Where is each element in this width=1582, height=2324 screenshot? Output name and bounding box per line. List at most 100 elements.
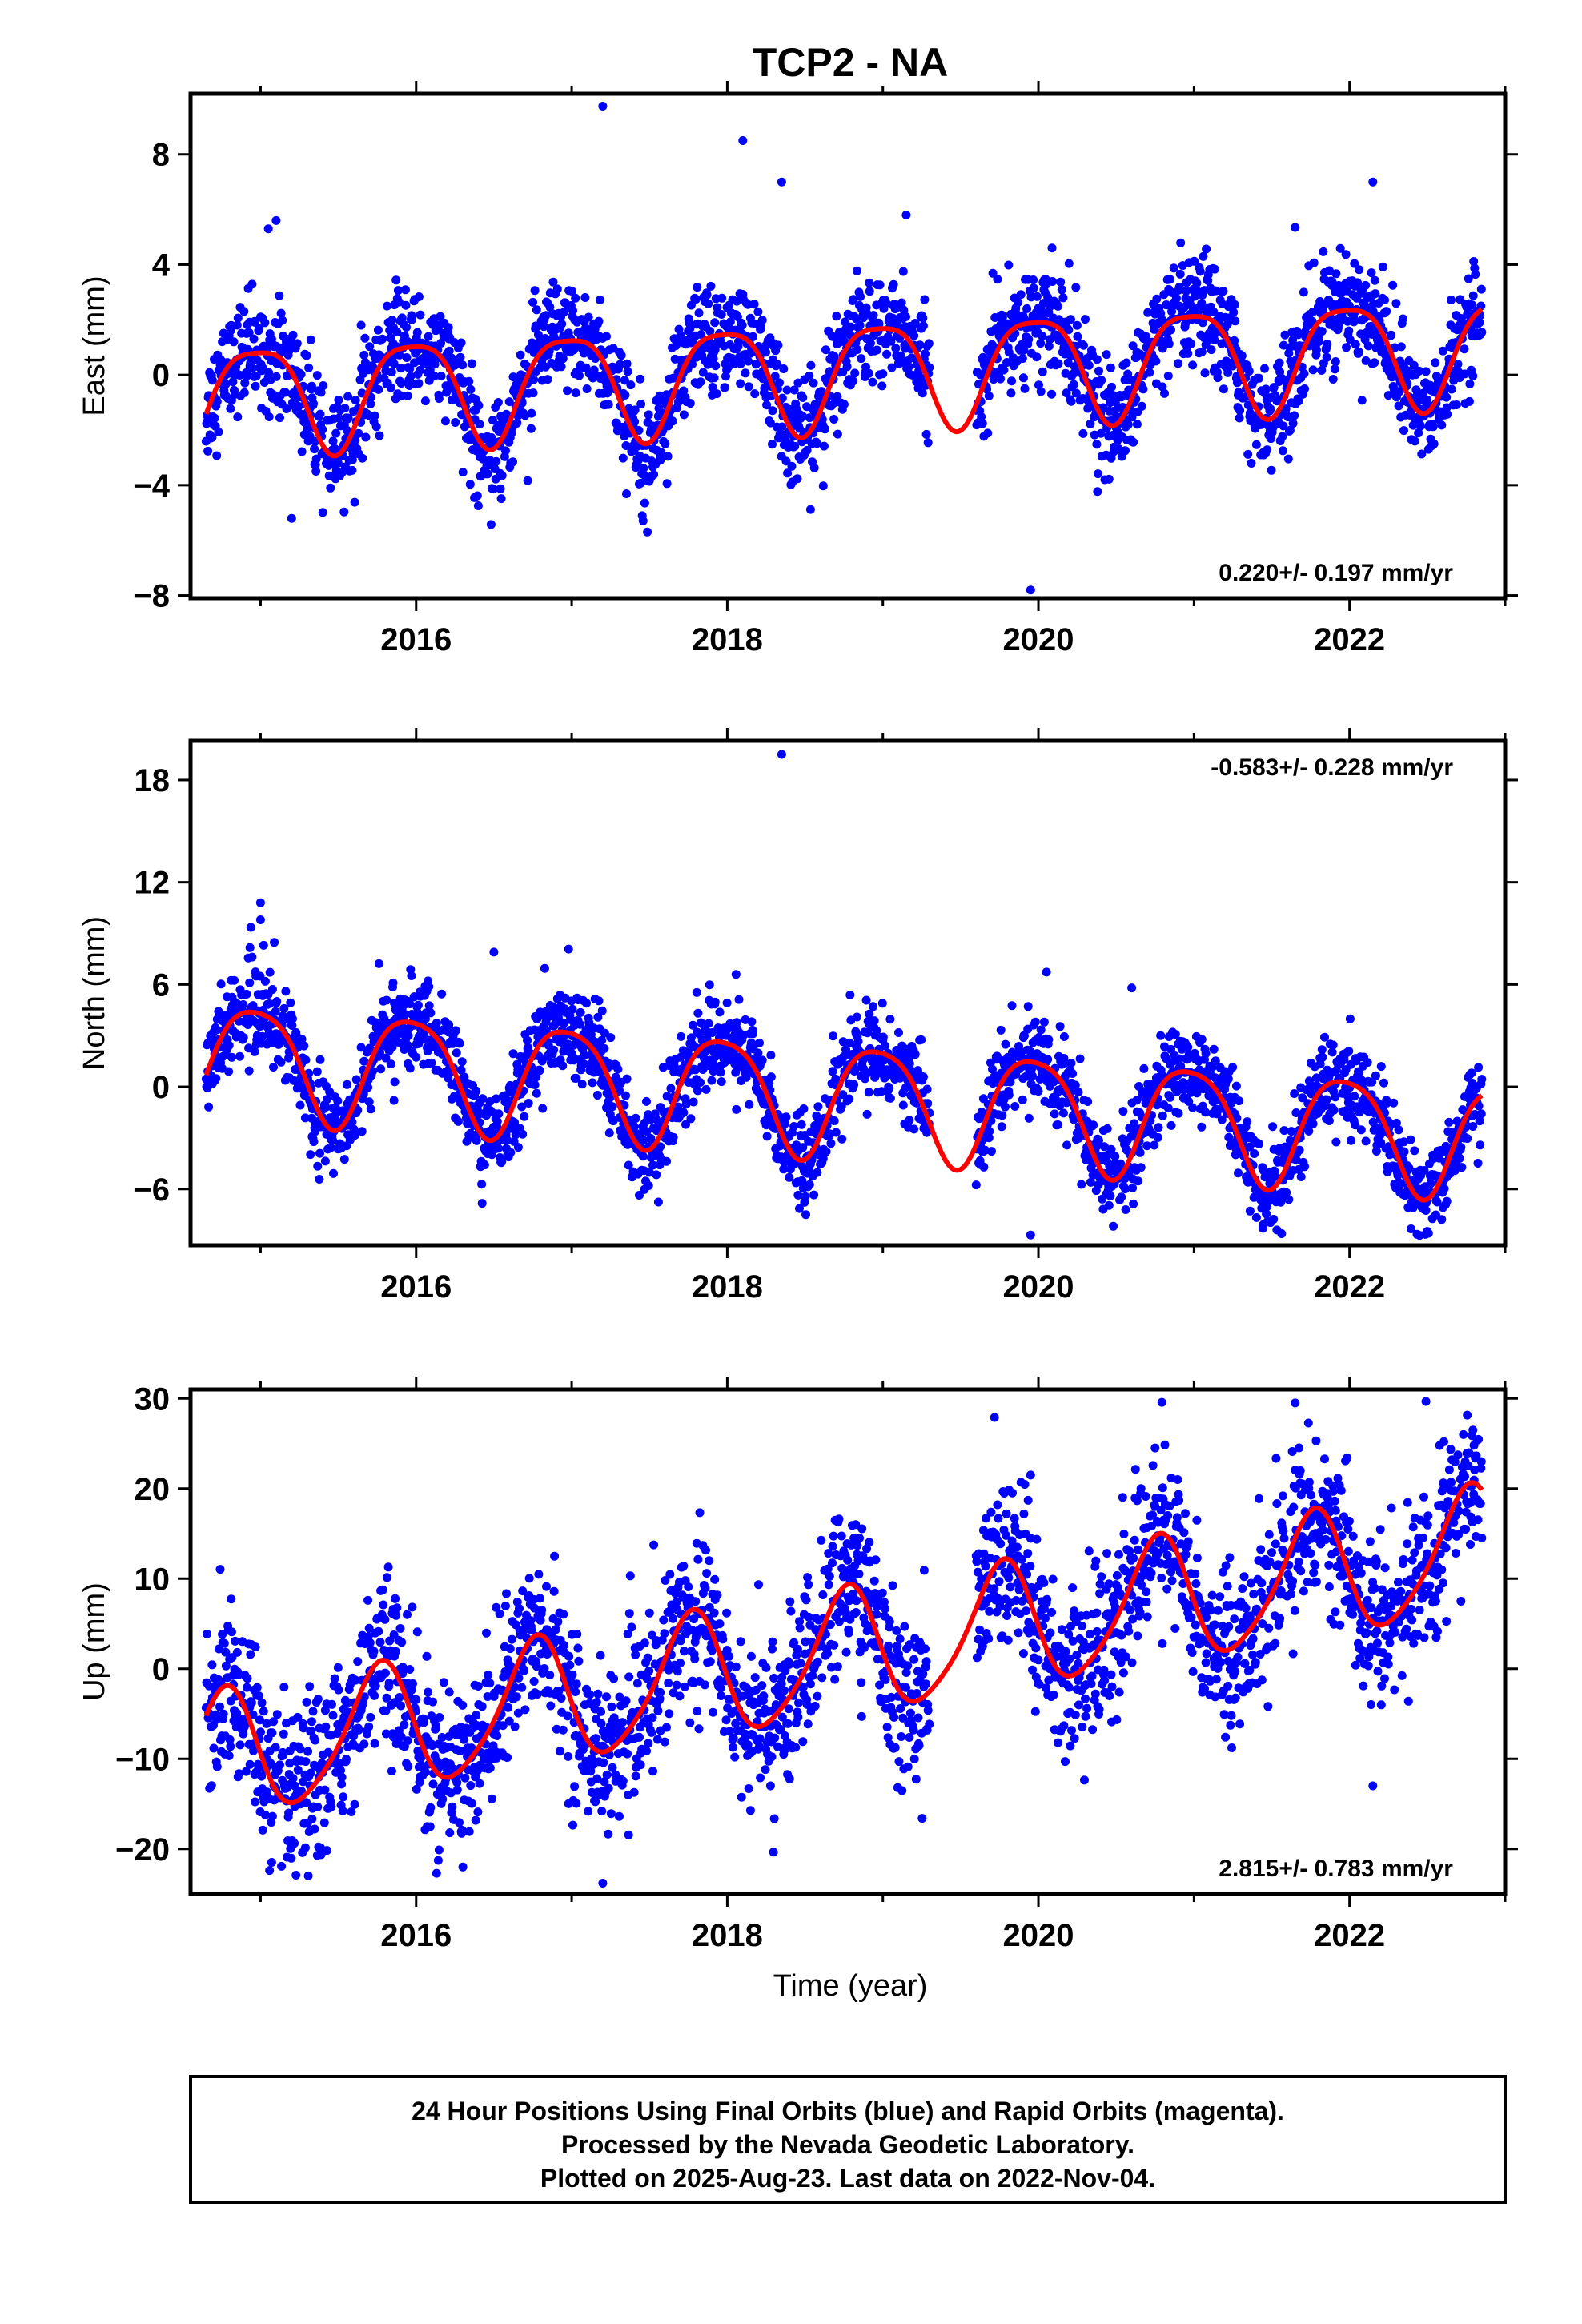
data-point	[1104, 1200, 1114, 1210]
data-point	[708, 383, 717, 392]
data-point	[809, 378, 818, 388]
data-point	[744, 356, 753, 366]
data-point	[1389, 1098, 1399, 1108]
data-point	[1415, 366, 1424, 376]
data-point	[797, 412, 807, 420]
data-point	[412, 328, 422, 337]
data-point	[798, 1143, 808, 1152]
data-point	[386, 383, 396, 392]
y-tick-label: 0	[152, 358, 170, 393]
data-point	[1343, 316, 1352, 326]
data-point	[356, 1043, 366, 1052]
data-point	[375, 431, 384, 440]
data-point	[828, 1067, 837, 1076]
data-point	[1284, 1195, 1294, 1204]
data-point	[750, 389, 760, 399]
data-point	[1197, 347, 1207, 356]
data-point	[1354, 347, 1363, 356]
data-point	[1399, 426, 1408, 436]
data-point	[1086, 1177, 1095, 1187]
data-point	[689, 1020, 697, 1030]
data-point	[1089, 1120, 1098, 1130]
data-point	[1379, 1078, 1388, 1088]
data-point	[606, 1033, 616, 1043]
data-point	[1382, 307, 1391, 316]
data-point	[228, 377, 238, 387]
data-point	[548, 1002, 557, 1011]
data-point	[508, 1049, 518, 1059]
data-point	[1269, 1215, 1279, 1224]
data-point	[1071, 283, 1081, 292]
data-point	[358, 453, 367, 463]
data-point	[477, 1180, 487, 1189]
data-point	[749, 1029, 757, 1039]
data-point	[985, 1127, 994, 1136]
data-point	[1388, 280, 1398, 290]
data-point	[278, 316, 287, 325]
data-point	[1355, 1068, 1364, 1077]
data-point	[1174, 359, 1182, 368]
data-point	[243, 371, 251, 380]
data-point	[608, 1102, 617, 1112]
data-point	[563, 386, 572, 396]
data-point	[442, 388, 451, 397]
data-point	[1368, 307, 1378, 316]
data-point	[1201, 1108, 1210, 1117]
data-point	[538, 1104, 548, 1113]
data-point	[1137, 401, 1146, 411]
data-point	[1018, 373, 1028, 383]
data-point	[267, 985, 277, 994]
data-point	[1010, 1102, 1020, 1111]
data-point	[247, 279, 257, 289]
data-point	[1294, 330, 1303, 340]
data-point	[1139, 1063, 1149, 1073]
data-point	[1309, 258, 1319, 267]
data-point	[451, 418, 460, 427]
data-point	[881, 299, 891, 308]
data-point	[1072, 320, 1082, 330]
data-point	[643, 527, 652, 537]
data-point	[347, 465, 357, 475]
data-point	[1371, 1071, 1380, 1080]
data-point	[576, 1007, 585, 1017]
data-point	[244, 328, 254, 337]
data-point	[1299, 369, 1309, 379]
data-point	[818, 481, 828, 491]
data-point	[312, 371, 322, 380]
data-point	[877, 999, 887, 1008]
data-point	[1322, 352, 1331, 362]
data-point	[326, 1143, 335, 1152]
data-point	[1349, 317, 1359, 327]
data-point	[910, 1050, 920, 1059]
data-point	[747, 1017, 757, 1027]
data-point	[351, 1075, 361, 1084]
data-point	[1166, 325, 1175, 335]
data-point	[909, 331, 919, 340]
data-point	[998, 312, 1007, 322]
data-point	[1200, 368, 1210, 378]
data-point	[1282, 1188, 1291, 1197]
data-point	[924, 339, 934, 348]
data-point	[1476, 284, 1486, 294]
data-point	[309, 1137, 319, 1147]
data-point	[1036, 387, 1046, 396]
data-point	[1278, 432, 1287, 441]
data-point	[710, 318, 720, 328]
data-point	[1237, 351, 1247, 360]
data-point	[1014, 298, 1022, 307]
data-point	[689, 1097, 698, 1107]
data-point	[1107, 382, 1116, 392]
data-point	[310, 444, 319, 454]
data-point	[1059, 1032, 1069, 1041]
data-point	[1069, 380, 1078, 389]
data-point	[1007, 376, 1016, 386]
data-point	[793, 1190, 803, 1200]
data-point	[1084, 360, 1094, 370]
data-point	[1186, 339, 1195, 348]
data-point	[1044, 1035, 1054, 1044]
data-point	[210, 413, 219, 423]
data-point	[524, 1043, 533, 1052]
data-point	[1183, 1043, 1193, 1052]
data-point	[905, 1116, 914, 1125]
data-point	[636, 374, 645, 384]
